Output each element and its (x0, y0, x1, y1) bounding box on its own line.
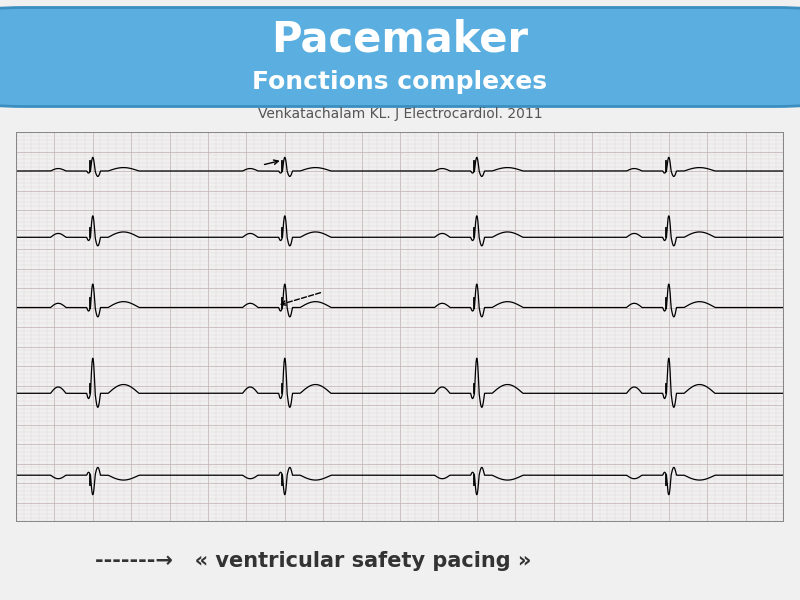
FancyBboxPatch shape (0, 7, 800, 107)
Text: Pacemaker: Pacemaker (271, 18, 529, 60)
Text: Fonctions complexes: Fonctions complexes (253, 70, 547, 94)
Text: Venkatachalam KL. J Electrocardiol. 2011: Venkatachalam KL. J Electrocardiol. 2011 (258, 107, 542, 121)
Text: -------→   « ventricular safety pacing »: -------→ « ventricular safety pacing » (95, 551, 532, 571)
